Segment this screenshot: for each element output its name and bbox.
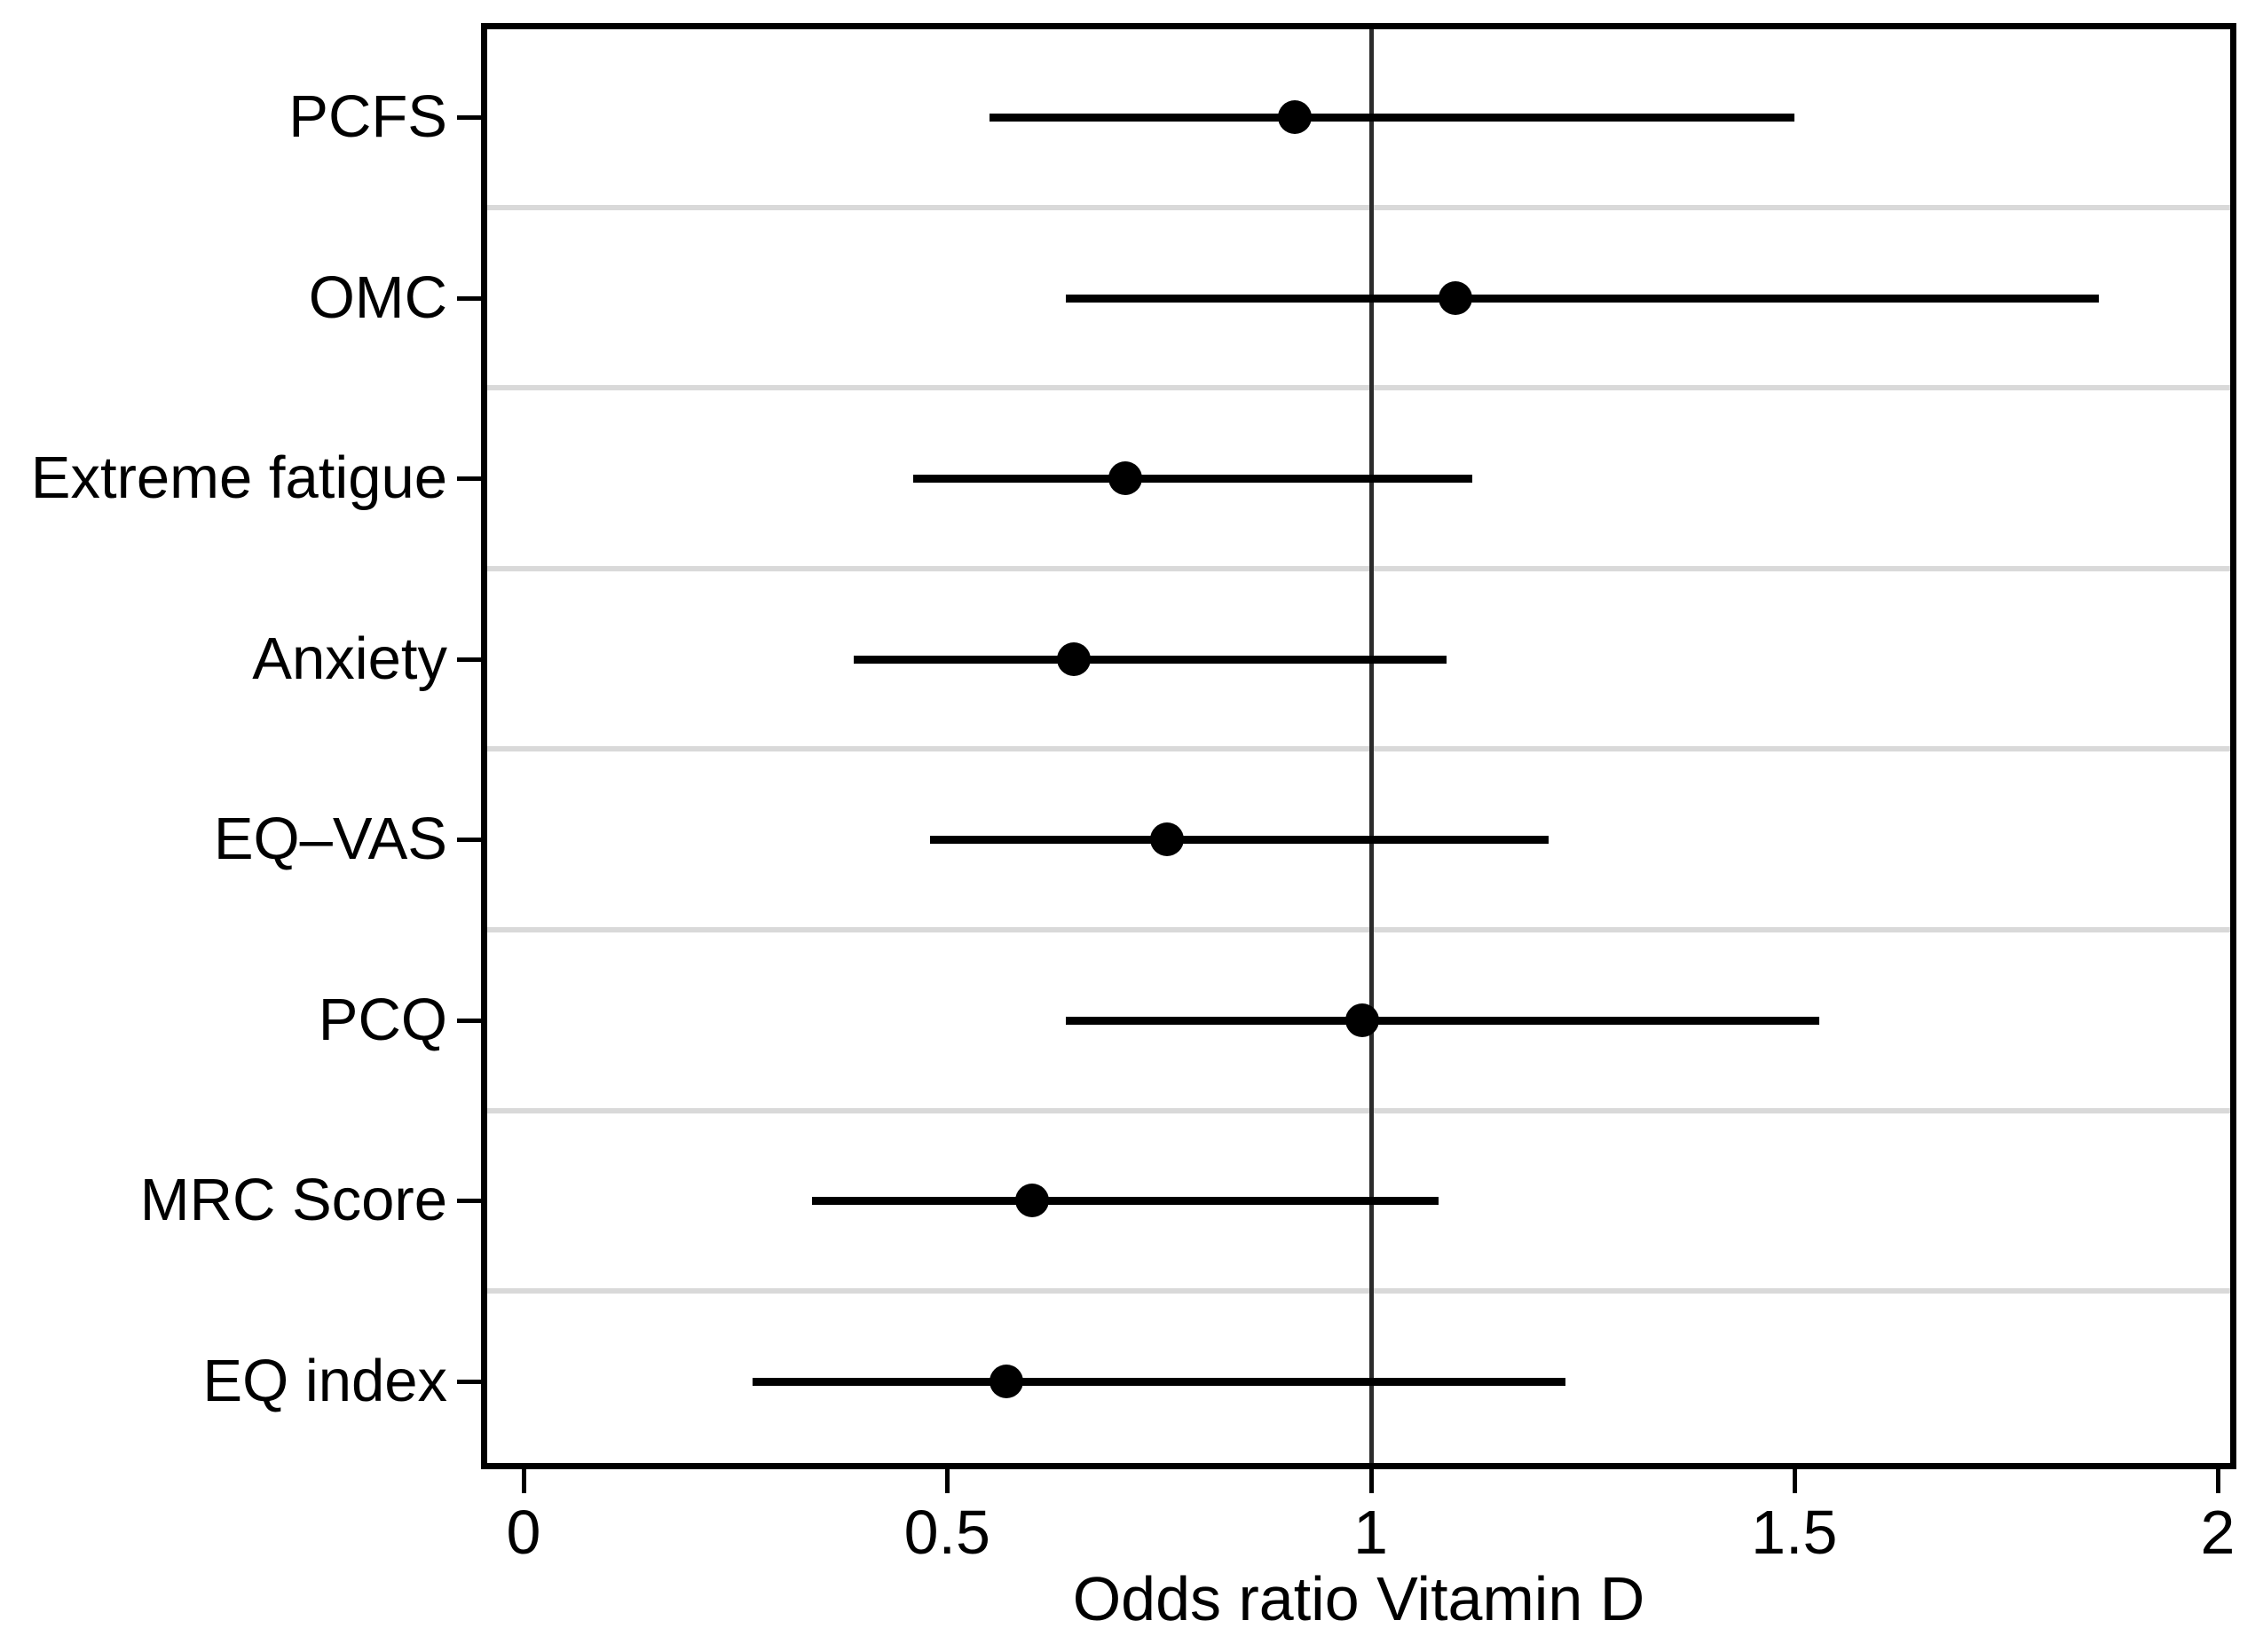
y-axis-tick: [457, 1018, 481, 1023]
confidence-interval-line: [1065, 294, 2100, 303]
y-axis-label: OMC: [308, 264, 447, 331]
x-axis-tick-label: 1: [1353, 1498, 1388, 1567]
y-axis-label: PCFS: [288, 83, 447, 150]
point-marker: [1150, 822, 1185, 857]
x-axis-tick: [1368, 1469, 1374, 1493]
x-axis-tick-label: 1.5: [1751, 1498, 1838, 1567]
x-axis-tick-label: 0: [506, 1498, 541, 1567]
x-axis-tick: [522, 1469, 526, 1493]
confidence-interval-line: [913, 475, 1473, 484]
y-axis-tick: [457, 115, 481, 120]
y-axis-label: EQ–VAS: [213, 806, 447, 873]
y-axis-label: MRC Score: [139, 1167, 447, 1234]
x-axis-tick: [945, 1469, 950, 1493]
point-marker: [1438, 280, 1472, 315]
x-axis-tick: [1792, 1469, 1797, 1493]
gridline: [487, 204, 2230, 210]
point-marker: [1108, 461, 1142, 496]
confidence-interval-line: [1065, 1016, 1820, 1025]
gridline: [487, 1107, 2230, 1113]
point-marker: [1277, 100, 1312, 134]
gridline: [487, 927, 2230, 933]
point-marker: [1344, 1003, 1379, 1037]
y-axis-label: Extreme fatigue: [30, 444, 447, 512]
plot-area: [481, 23, 2236, 1469]
y-axis-tick: [457, 838, 481, 843]
point-marker: [1057, 641, 1092, 676]
y-axis-tick: [457, 476, 481, 482]
y-axis-tick: [457, 1379, 481, 1384]
point-marker: [1014, 1184, 1049, 1218]
confidence-interval-line: [752, 1377, 1566, 1386]
gridline: [487, 1288, 2230, 1294]
confidence-interval-line: [930, 836, 1549, 845]
confidence-interval-line: [811, 1197, 1439, 1206]
y-axis-tick: [457, 1199, 481, 1204]
confidence-interval-line: [989, 114, 1794, 122]
y-axis-label: EQ index: [202, 1347, 447, 1414]
confidence-interval-line: [854, 655, 1447, 664]
x-axis-tick: [2216, 1469, 2220, 1493]
gridline: [487, 746, 2230, 752]
point-marker: [990, 1364, 1024, 1398]
y-axis-tick: [457, 657, 481, 662]
y-axis-label: Anxiety: [252, 625, 447, 692]
gridline: [487, 565, 2230, 571]
y-axis-label: PCQ: [318, 986, 447, 1053]
x-axis-tick-label: 2: [2200, 1498, 2235, 1567]
x-axis-tick-label: 0.5: [903, 1498, 990, 1567]
y-axis-tick: [457, 295, 481, 301]
gridline: [487, 385, 2230, 391]
reference-line: [1368, 29, 1374, 1463]
x-axis-title: Odds ratio Vitamin D: [1072, 1564, 1645, 1633]
